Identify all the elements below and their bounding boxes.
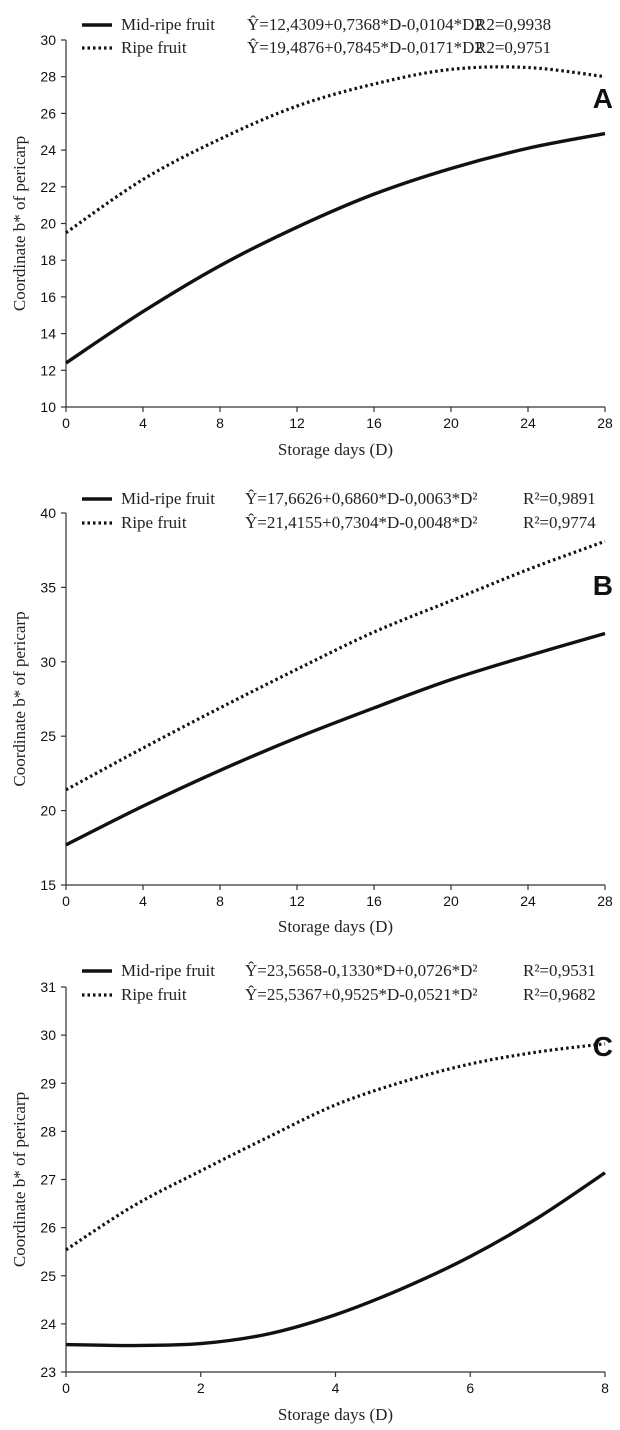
y-tick-label: 30 bbox=[40, 32, 56, 48]
series-line-mid-ripe bbox=[65, 631, 606, 847]
legend-r2: R²=0,9531 bbox=[523, 961, 596, 980]
x-tick-label: 24 bbox=[520, 415, 536, 431]
x-axis-label: Storage days (D) bbox=[278, 440, 393, 459]
legend-equation: Ŷ=12,4309+0,7368*D-0,0104*D2 bbox=[247, 15, 483, 34]
y-tick-label: 30 bbox=[40, 1027, 56, 1043]
x-tick-label: 6 bbox=[466, 1380, 474, 1396]
x-tick-label: 20 bbox=[443, 415, 459, 431]
panel-label: C bbox=[593, 1031, 613, 1062]
y-tick-label: 16 bbox=[40, 289, 56, 305]
x-tick-label: 0 bbox=[62, 893, 70, 909]
legend-label: Mid-ripe fruit bbox=[121, 15, 215, 34]
chart-panel-a: 10 12 14 16 18 20 22 24 26 28 30 0 4 8 12 16 20 24 28 Stora… bbox=[10, 15, 613, 459]
x-tick-label: 24 bbox=[520, 893, 536, 909]
y-tick-label: 23 bbox=[40, 1364, 56, 1380]
x-tick-label: 8 bbox=[216, 893, 224, 909]
legend-label: Ripe fruit bbox=[121, 985, 187, 1004]
series-line-mid-ripe bbox=[65, 1171, 606, 1348]
legend-equation: Ŷ=21,4155+0,7304*D-0,0048*D² bbox=[245, 513, 478, 532]
legend-equation: Ŷ=23,5658-0,1330*D+0,0726*D² bbox=[245, 961, 478, 980]
x-tick-label: 2 bbox=[197, 1380, 205, 1396]
y-tick-label: 22 bbox=[40, 179, 56, 195]
x-tick-label: 28 bbox=[597, 415, 613, 431]
y-axis-label: Coordinate b* of pericarp bbox=[10, 136, 29, 311]
y-tick-label: 26 bbox=[40, 1220, 56, 1236]
x-tick-label: 20 bbox=[443, 893, 459, 909]
y-tick-label: 28 bbox=[40, 69, 56, 85]
x-tick-label: 4 bbox=[139, 415, 147, 431]
series-line-ripe bbox=[65, 539, 606, 792]
x-tick-label: 28 bbox=[597, 893, 613, 909]
legend-r2: R²=0,9891 bbox=[523, 489, 596, 508]
chart-panel-b: 15 20 25 30 35 40 0 4 8 12 16 20 24 28 Storage days (D… bbox=[10, 489, 613, 936]
x-tick-label: 0 bbox=[62, 1380, 70, 1396]
legend-equation: Ŷ=25,5367+0,9525*D-0,0521*D² bbox=[245, 985, 478, 1004]
x-tick-label: 16 bbox=[366, 415, 382, 431]
y-tick-label: 25 bbox=[40, 1268, 56, 1284]
legend-equation: Ŷ=17,6626+0,6860*D-0,0063*D² bbox=[245, 489, 478, 508]
y-tick-label: 27 bbox=[40, 1172, 56, 1188]
legend-label: Ripe fruit bbox=[121, 38, 187, 57]
y-tick-label: 31 bbox=[40, 979, 56, 995]
y-tick-label: 40 bbox=[40, 505, 56, 521]
x-tick-label: 8 bbox=[216, 415, 224, 431]
y-tick-label: 15 bbox=[40, 877, 56, 893]
x-tick-label: 12 bbox=[289, 893, 305, 909]
y-tick-label: 25 bbox=[40, 728, 56, 744]
y-tick-label: 35 bbox=[40, 579, 56, 595]
legend-equation: Ŷ=19,4876+0,7845*D-0,0171*D2 bbox=[247, 38, 483, 57]
y-tick-label: 24 bbox=[40, 142, 56, 158]
legend-label: Mid-ripe fruit bbox=[121, 489, 215, 508]
x-tick-label: 4 bbox=[332, 1380, 340, 1396]
legend-r2: R2=0,9938 bbox=[475, 15, 551, 34]
y-tick-label: 30 bbox=[40, 654, 56, 670]
y-tick-label: 14 bbox=[40, 326, 56, 342]
x-axis-label: Storage days (D) bbox=[278, 1405, 393, 1424]
y-tick-label: 29 bbox=[40, 1075, 56, 1091]
y-tick-label: 20 bbox=[40, 216, 56, 232]
y-tick-label: 26 bbox=[40, 105, 56, 121]
x-tick-label: 12 bbox=[289, 415, 305, 431]
y-tick-label: 24 bbox=[40, 1316, 56, 1332]
y-axis-label: Coordinate b* of pericarp bbox=[10, 611, 29, 786]
y-tick-label: 12 bbox=[40, 362, 56, 378]
x-tick-label: 8 bbox=[601, 1380, 609, 1396]
legend-r2: R2=0,9751 bbox=[475, 38, 551, 57]
y-tick-label: 20 bbox=[40, 803, 56, 819]
x-tick-label: 4 bbox=[139, 893, 147, 909]
y-axis-label: Coordinate b* of pericarp bbox=[10, 1092, 29, 1267]
legend-r2: R²=0,9682 bbox=[523, 985, 596, 1004]
x-tick-label: 0 bbox=[62, 415, 70, 431]
series-line-mid-ripe bbox=[65, 131, 606, 365]
x-axis-label: Storage days (D) bbox=[278, 917, 393, 936]
x-tick-label: 16 bbox=[366, 893, 382, 909]
series-line-ripe bbox=[65, 1042, 606, 1252]
panel-label: A bbox=[593, 83, 613, 114]
legend-label: Ripe fruit bbox=[121, 513, 187, 532]
legend-label: Mid-ripe fruit bbox=[121, 961, 215, 980]
y-tick-label: 28 bbox=[40, 1123, 56, 1139]
legend-r2: R²=0,9774 bbox=[523, 513, 596, 532]
y-tick-label: 10 bbox=[40, 399, 56, 415]
y-tick-label: 18 bbox=[40, 252, 56, 268]
panel-label: B bbox=[593, 570, 613, 601]
